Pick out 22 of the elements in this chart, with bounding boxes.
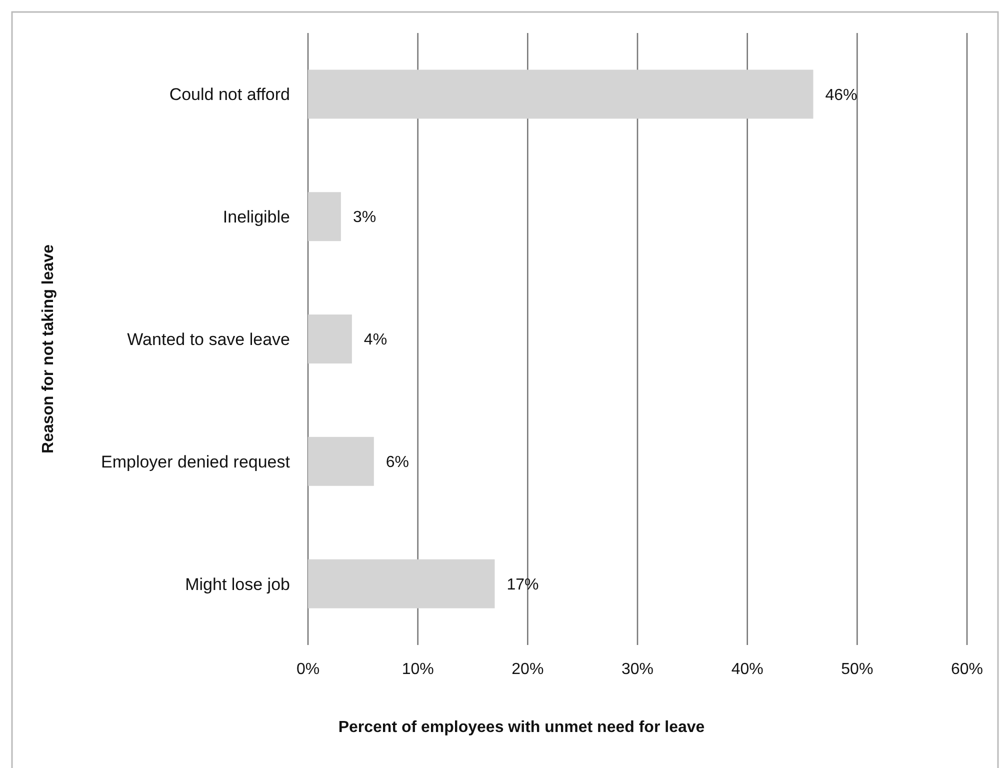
y-tick-label: Might lose job <box>185 574 290 594</box>
bar <box>308 70 814 119</box>
x-tick-label: 40% <box>731 661 764 678</box>
bar <box>308 192 341 242</box>
y-tick-label: Could not afford <box>169 85 290 104</box>
y-tick-label: Employer denied request <box>100 452 290 472</box>
y-tick-label: Ineligible <box>222 208 290 227</box>
x-tick-label: 50% <box>841 661 874 678</box>
data-label: 3% <box>352 209 376 226</box>
data-label: 6% <box>386 454 410 471</box>
x-tick-label: 60% <box>950 661 984 678</box>
x-tick-label: 30% <box>621 661 654 678</box>
bar <box>308 436 374 486</box>
y-axis-title: Reason for not taking leave <box>40 244 57 454</box>
data-label: 4% <box>364 332 388 349</box>
bar <box>308 314 352 364</box>
x-tick-label: 10% <box>402 661 434 678</box>
x-tick-label: 0% <box>296 661 320 678</box>
y-tick-label: Wanted to save leave <box>127 330 290 349</box>
x-tick-label: 20% <box>512 661 544 678</box>
bar <box>308 559 495 608</box>
x-axis-title: Percent of employees with unmet need for leave <box>338 719 705 736</box>
